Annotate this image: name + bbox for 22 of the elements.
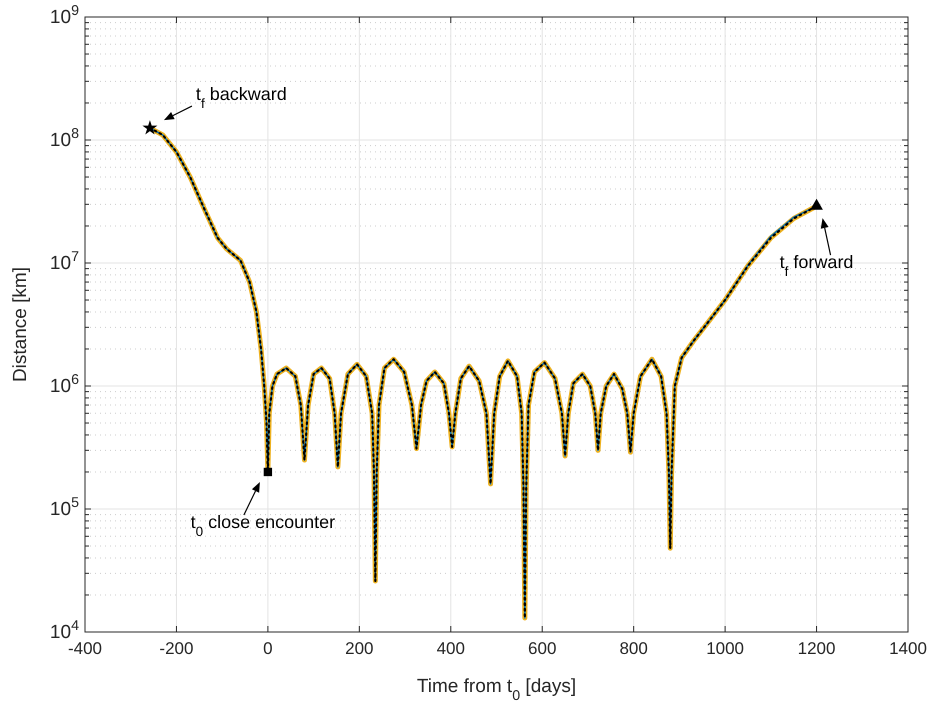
y-axis-title: Distance [km]: [10, 266, 31, 382]
x-tick-label: 0: [263, 639, 273, 658]
y-tick-label: 10$^{6}$: [50, 372, 80, 397]
x-tick-label: 800: [619, 639, 648, 658]
annotation: t$_{f}$ backward: [196, 84, 287, 111]
y-tick-label: 10$^{8}$: [50, 126, 80, 151]
x-tick-label: 1000: [706, 639, 744, 658]
x-axis-title: Time from t$_{0}$ [days]: [416, 676, 576, 704]
point: [142, 120, 158, 134]
x-tick-label: 1200: [798, 639, 836, 658]
x-tick-label: 600: [528, 639, 556, 658]
y-tick-label: 10$^{7}$: [50, 249, 80, 274]
y-tick-label: 10$^{9}$: [50, 3, 80, 28]
annotation: t$_{0}$ close encounter: [190, 512, 336, 538]
x-tick-label: 1400: [889, 639, 927, 658]
x-tick-label: 400: [436, 639, 465, 658]
x-tick-label: 200: [345, 639, 374, 658]
y-tick-label: 10$^{5}$: [50, 495, 80, 520]
point: [810, 198, 823, 210]
x-tick-label: -200: [159, 639, 194, 658]
annotation: t$_{f}$ forward: [780, 252, 854, 279]
point: [264, 468, 272, 476]
